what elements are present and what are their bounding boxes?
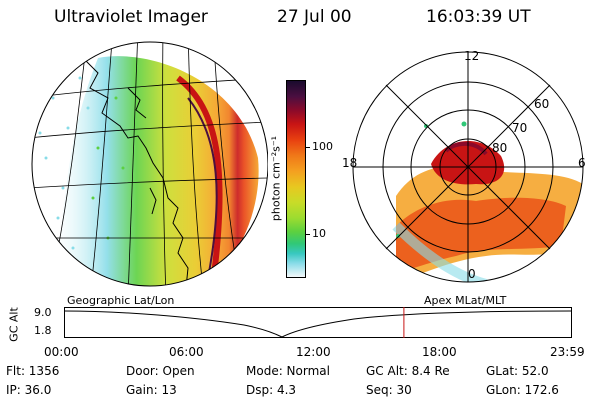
colorbar xyxy=(286,80,306,278)
status-mode: Mode: Normal xyxy=(246,364,330,378)
colorbar-tick-100 xyxy=(305,147,310,148)
status-seq: Seq: 30 xyxy=(366,383,412,397)
status-glon: GLon: 172.6 xyxy=(486,383,559,397)
instrument-title: Ultraviolet Imager xyxy=(54,7,208,27)
lat-label-70: 70 xyxy=(512,121,527,135)
timeline-y-label: GC Alt xyxy=(7,307,21,342)
status-gain: Gain: 13 xyxy=(126,383,177,397)
colorbar-tick-10 xyxy=(305,234,310,235)
status-flt: Flt: 1356 xyxy=(6,364,60,378)
timeline-x-tick-0: 00:00 xyxy=(44,345,79,359)
mlt-label-0: 0 xyxy=(468,267,476,281)
altitude-timeline xyxy=(64,307,572,338)
time-label: 16:03:39 UT xyxy=(426,7,531,27)
left-panel-caption: Geographic Lat/Lon xyxy=(67,294,175,307)
timeline-x-tick-4: 23:59 xyxy=(550,345,585,359)
colorbar-gradient xyxy=(287,81,305,277)
timeline-x-tick-3: 18:00 xyxy=(422,345,457,359)
status-ip: IP: 36.0 xyxy=(6,383,52,397)
timeline-x-tick-2: 12:00 xyxy=(296,345,331,359)
status-glat: GLat: 52.0 xyxy=(486,364,549,378)
status-door: Door: Open xyxy=(126,364,195,378)
status-gc-alt: GC Alt: 8.4 Re xyxy=(366,364,450,378)
timeline-y-tick-high: 9.0 xyxy=(34,306,52,319)
mlt-label-6: 6 xyxy=(578,156,586,170)
status-dsp: Dsp: 4.3 xyxy=(246,383,297,397)
polar-plot: 12 18 6 0 60 70 80 xyxy=(342,49,586,283)
right-panel-caption: Apex MLat/MLT xyxy=(424,294,507,307)
timeline-y-tick-low: 1.8 xyxy=(34,324,52,337)
colorbar-label-10: 10 xyxy=(312,227,326,240)
geographic-image xyxy=(31,41,268,287)
timeline-x-tick-1: 06:00 xyxy=(169,345,204,359)
lat-label-80: 80 xyxy=(492,141,507,155)
lat-label-60: 60 xyxy=(534,97,549,111)
colorbar-label-100: 100 xyxy=(312,140,333,153)
colorbar-unit-label: photon cm⁻²s⁻¹ xyxy=(269,135,283,222)
mlt-label-12: 12 xyxy=(464,49,479,63)
mlt-label-18: 18 xyxy=(342,156,357,170)
date-label: 27 Jul 00 xyxy=(277,7,352,27)
